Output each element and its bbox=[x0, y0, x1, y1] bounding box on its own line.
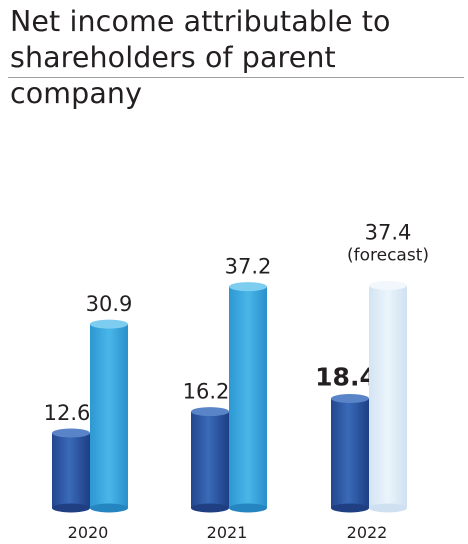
bar-2022-s1-body bbox=[331, 398, 369, 508]
title-line-1: Net income attributable to bbox=[10, 5, 391, 38]
bar-2020-s2-base bbox=[90, 503, 128, 513]
bar-2022-s1-base bbox=[331, 503, 369, 513]
value-label-2022-s2: 37.4 bbox=[365, 220, 412, 244]
bar-2021-s1-base bbox=[191, 503, 229, 513]
bar-2021-s1-top bbox=[191, 407, 229, 417]
x-tick-label-2021: 2021 bbox=[207, 523, 248, 542]
bar-2020-s2-body bbox=[90, 324, 128, 508]
value-label-2020-s1: 12.6 bbox=[44, 401, 91, 425]
bar-2022-s2-body bbox=[369, 285, 407, 508]
value-label-2022-s1: 18.4 bbox=[315, 363, 377, 392]
bar-2020-s2-top bbox=[90, 319, 128, 329]
bar-2022-s1-top bbox=[331, 394, 369, 404]
bar-2020-s1-base bbox=[52, 503, 90, 513]
x-tick-label-2020: 2020 bbox=[68, 523, 109, 542]
x-tick-label-2022: 2022 bbox=[347, 523, 388, 542]
value-label-2020-s2: 30.9 bbox=[86, 292, 133, 316]
annotation-forecast: (forecast) bbox=[347, 245, 429, 265]
bar-2021-s2-body bbox=[229, 286, 267, 508]
title-line-2: shareholders of parent company bbox=[10, 41, 336, 110]
bar-2020-s1-top bbox=[52, 428, 90, 438]
value-label-2021-s2: 37.2 bbox=[225, 255, 272, 279]
chart-title: Net income attributable to shareholders … bbox=[10, 4, 460, 112]
value-label-2021-s1: 16.2 bbox=[183, 380, 230, 404]
bar-2022-s2-top bbox=[369, 280, 407, 290]
bar-2021-s2-top bbox=[229, 282, 267, 292]
bar-2021-s1-body bbox=[191, 411, 229, 508]
bar-2022-s2-base bbox=[369, 503, 407, 513]
bar-2020-s1-body bbox=[52, 433, 90, 508]
title-divider bbox=[8, 77, 464, 78]
bar-2021-s2-base bbox=[229, 503, 267, 513]
